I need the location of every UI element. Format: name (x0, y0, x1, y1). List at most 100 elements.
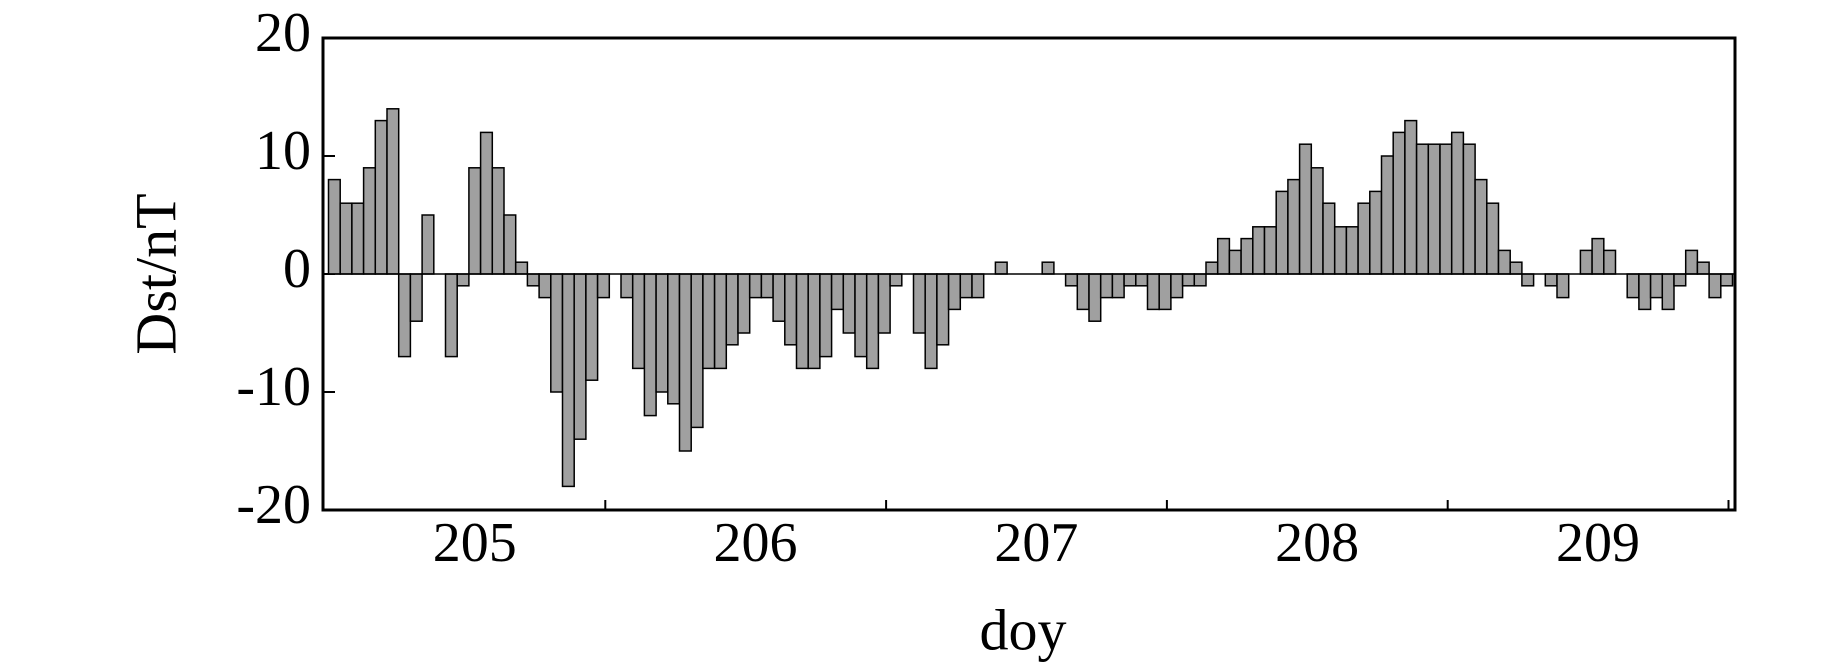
bar (1450, 131, 1465, 275)
bar (1252, 226, 1266, 275)
bar (514, 261, 529, 275)
bar (1591, 237, 1605, 275)
bar (1240, 237, 1254, 275)
bar (1158, 273, 1172, 311)
y-tick-label: 10 (255, 120, 311, 182)
bar (912, 273, 926, 334)
bar (1486, 202, 1500, 275)
bar (748, 273, 763, 299)
bar (1146, 273, 1160, 311)
bar (667, 273, 681, 405)
bar (1357, 202, 1371, 275)
bar (865, 273, 880, 370)
bar (1193, 273, 1207, 287)
bar (1673, 273, 1687, 287)
bar (526, 273, 540, 287)
bar (1544, 273, 1558, 287)
bar (573, 273, 587, 440)
bar (620, 273, 634, 299)
bar (643, 273, 657, 417)
bar (924, 273, 938, 370)
bar (1263, 226, 1277, 275)
bar (1099, 273, 1114, 299)
y-tick-label: -10 (236, 356, 311, 418)
bar (386, 108, 400, 275)
bar (479, 131, 494, 275)
bar (994, 261, 1008, 275)
bar (1064, 273, 1079, 287)
bar (1415, 143, 1430, 275)
bar (456, 273, 470, 287)
bar (737, 273, 751, 334)
bar (959, 273, 973, 299)
bar (631, 273, 646, 370)
bar (842, 273, 856, 334)
bar (1696, 261, 1710, 275)
y-tick-label: 20 (255, 2, 311, 64)
bar (1111, 273, 1125, 299)
x-tick-label: 208 (1275, 512, 1359, 574)
x-tick-label: 207 (994, 512, 1078, 574)
bar (725, 273, 739, 346)
bar (819, 273, 833, 358)
bar (1181, 273, 1196, 287)
bar (550, 273, 564, 393)
bar (1638, 273, 1652, 311)
bar (795, 273, 809, 370)
bar (877, 273, 891, 334)
bar (1392, 131, 1406, 275)
bar (1333, 226, 1348, 275)
bar (690, 273, 704, 429)
bar (1708, 273, 1722, 299)
bar (1088, 273, 1102, 322)
bar (947, 273, 962, 311)
bar (1216, 237, 1231, 275)
bar (503, 214, 517, 275)
bar (655, 273, 669, 393)
bar (1661, 273, 1675, 311)
bar (1649, 273, 1664, 299)
bar (678, 273, 692, 452)
bar (1556, 273, 1570, 299)
bar (1462, 143, 1476, 275)
bar (1275, 190, 1289, 275)
bar (444, 273, 458, 358)
bar (409, 273, 423, 322)
x-tick-label: 206 (714, 512, 798, 574)
bar (1310, 167, 1324, 275)
x-axis-label: doy (980, 597, 1067, 662)
bar (760, 273, 774, 299)
bar (713, 273, 728, 370)
bar (1205, 261, 1219, 275)
y-tick-label: 0 (283, 238, 311, 300)
bar (1123, 273, 1137, 287)
bar (1135, 273, 1149, 287)
bar (1474, 178, 1488, 275)
bar (772, 273, 786, 322)
bar (830, 273, 845, 311)
bar (971, 273, 985, 299)
bar (1170, 273, 1184, 299)
bar (1404, 119, 1418, 275)
bar (1380, 155, 1394, 275)
bar (362, 167, 377, 275)
bar (1287, 178, 1301, 275)
bar (1684, 249, 1699, 275)
bar (421, 214, 435, 275)
bar (1322, 202, 1336, 275)
bar (596, 273, 611, 299)
bar (327, 178, 341, 275)
bar (1497, 249, 1511, 275)
x-tick-label: 205 (433, 512, 517, 574)
bar (1720, 273, 1734, 287)
bar (936, 273, 950, 346)
bar (784, 273, 798, 346)
bar (374, 119, 388, 275)
bar (1427, 143, 1441, 275)
bar (585, 273, 599, 381)
bar (339, 202, 353, 275)
bar (1298, 143, 1313, 275)
x-tick-label: 209 (1556, 512, 1640, 574)
bar (1579, 249, 1593, 275)
